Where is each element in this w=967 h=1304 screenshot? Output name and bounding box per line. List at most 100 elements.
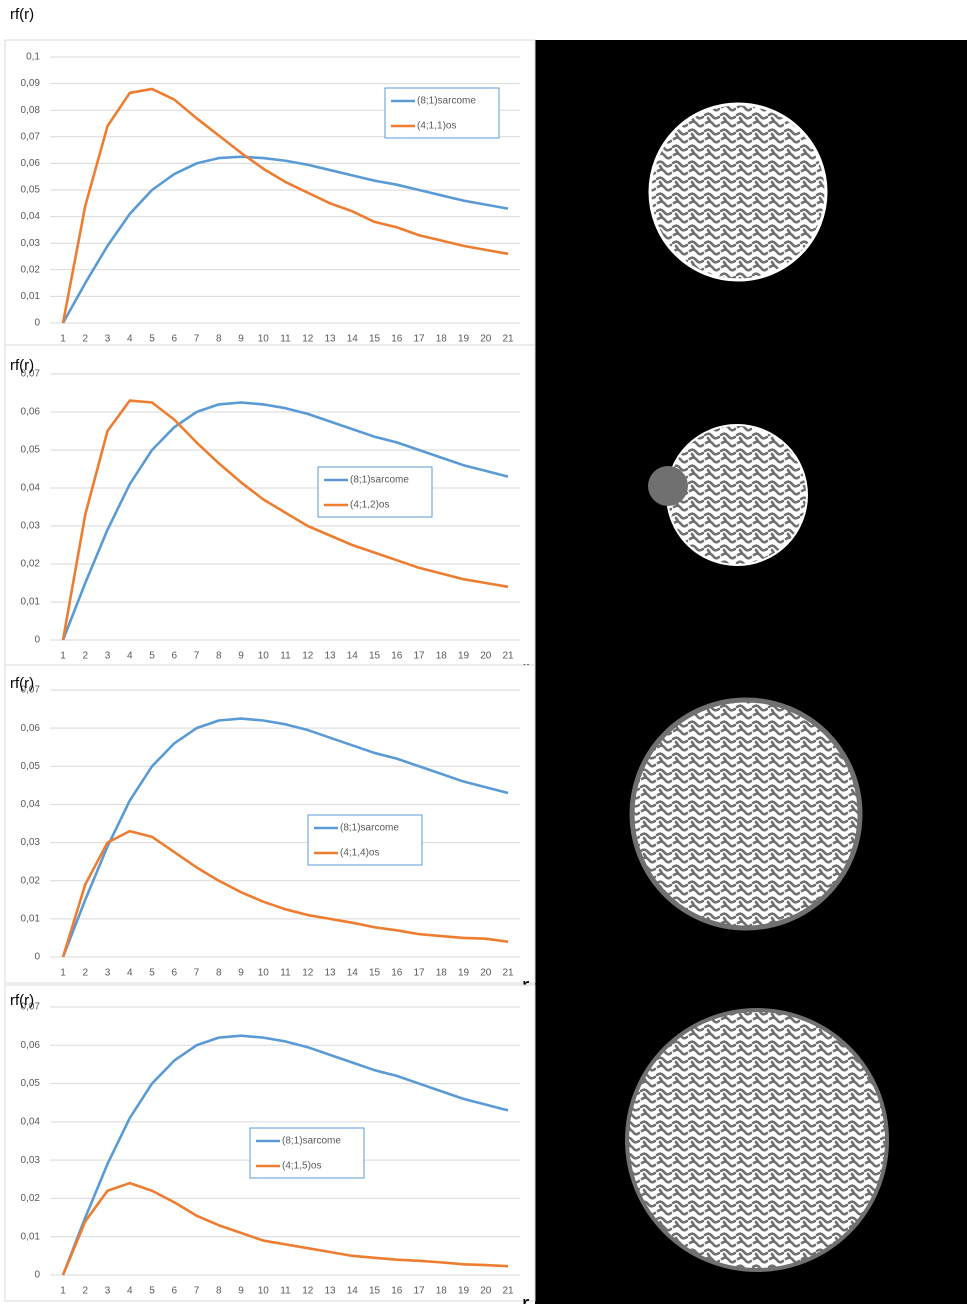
cell-image bbox=[666, 424, 808, 566]
x-tick-label: 7 bbox=[194, 651, 200, 662]
y-tick-label: 0 bbox=[34, 1270, 40, 1281]
y-tick-label: 0,03 bbox=[21, 1155, 41, 1166]
x-tick-label: 8 bbox=[216, 1286, 222, 1297]
chart-panel bbox=[4, 664, 536, 984]
x-tick-label: 14 bbox=[347, 1286, 359, 1297]
series-line bbox=[61, 1034, 509, 1276]
y-axis-label: rf(r) bbox=[10, 357, 34, 374]
series-line bbox=[61, 401, 509, 641]
x-tick-label: 2 bbox=[82, 1286, 88, 1297]
x-tick-label: 21 bbox=[502, 1286, 514, 1297]
x-tick-label: 3 bbox=[105, 968, 111, 979]
legend-box bbox=[384, 87, 500, 139]
series-line bbox=[61, 399, 509, 641]
x-tick-label: 15 bbox=[369, 1286, 381, 1297]
y-tick-label: 0,07 bbox=[21, 131, 41, 142]
legend-label: (4;1,1)os bbox=[417, 121, 456, 132]
x-tick-label: 2 bbox=[82, 651, 88, 662]
legend-label: (4;1,2)os bbox=[350, 500, 389, 511]
cell-image bbox=[629, 697, 863, 931]
y-tick-label: 0,03 bbox=[21, 238, 41, 249]
x-tick-label: 5 bbox=[149, 1286, 155, 1297]
x-tick-label: 11 bbox=[280, 1286, 291, 1297]
legend-label: (8;1)sarcome bbox=[350, 475, 409, 486]
x-tick-label: 13 bbox=[324, 334, 336, 345]
y-tick-label: 0,04 bbox=[21, 1116, 41, 1127]
x-tick-label: 11 bbox=[280, 968, 291, 979]
y-tick-label: 0,02 bbox=[21, 875, 41, 886]
y-tick-label: 0,03 bbox=[21, 521, 41, 532]
x-tick-label: 1 bbox=[60, 651, 66, 662]
x-tick-label: 20 bbox=[480, 334, 492, 345]
y-tick-label: 0 bbox=[34, 952, 40, 963]
x-tick-label: 20 bbox=[480, 968, 492, 979]
legend-label: (8;1)sarcome bbox=[417, 96, 476, 107]
x-tick-label: 4 bbox=[127, 968, 133, 979]
x-tick-label: 2 bbox=[82, 968, 88, 979]
y-tick-label: 0,02 bbox=[21, 264, 41, 275]
x-tick-label: 9 bbox=[238, 334, 244, 345]
y-axis-label: rf(r) bbox=[10, 6, 34, 23]
series-line bbox=[61, 155, 509, 324]
y-tick-label: 0,05 bbox=[21, 761, 41, 772]
x-tick-label: 7 bbox=[194, 1286, 200, 1297]
y-tick-label: 0,09 bbox=[21, 78, 41, 89]
x-tick-label: 5 bbox=[149, 968, 155, 979]
x-tick-label: 12 bbox=[302, 651, 314, 662]
x-tick-label: 20 bbox=[480, 1286, 492, 1297]
y-tick-label: 0,05 bbox=[21, 1078, 41, 1089]
x-tick-label: 8 bbox=[216, 968, 222, 979]
y-tick-label: 0,06 bbox=[21, 158, 41, 169]
x-tick-label: 16 bbox=[391, 968, 403, 979]
x-tick-label: 6 bbox=[171, 1286, 177, 1297]
x-tick-label: 21 bbox=[502, 968, 514, 979]
y-tick-label: 0,07 bbox=[21, 685, 41, 696]
x-tick-label: 14 bbox=[347, 651, 359, 662]
x-tick-label: 12 bbox=[302, 968, 314, 979]
x-tick-label: 7 bbox=[194, 334, 200, 345]
y-tick-label: 0,05 bbox=[21, 445, 41, 456]
x-tick-label: 4 bbox=[127, 1286, 133, 1297]
x-tick-label: 2 bbox=[82, 334, 88, 345]
x-tick-label: 16 bbox=[391, 1286, 403, 1297]
x-tick-label: 14 bbox=[347, 968, 359, 979]
x-tick-label: 9 bbox=[238, 1286, 244, 1297]
y-tick-label: 0,04 bbox=[21, 799, 41, 810]
legend-box bbox=[249, 1127, 365, 1179]
y-tick-label: 0,1 bbox=[26, 52, 40, 63]
x-tick-label: 7 bbox=[194, 968, 200, 979]
x-tick-label: 19 bbox=[458, 334, 470, 345]
x-tick-label: 4 bbox=[127, 651, 133, 662]
series-line bbox=[61, 717, 509, 958]
x-tick-label: 13 bbox=[324, 1286, 336, 1297]
y-tick-label: 0,03 bbox=[21, 837, 41, 848]
x-tick-label: 15 bbox=[369, 334, 381, 345]
x-tick-label: 18 bbox=[436, 651, 448, 662]
x-tick-label: 17 bbox=[413, 1286, 425, 1297]
legend-label: (4;1,4)os bbox=[340, 848, 379, 859]
y-tick-label: 0,02 bbox=[21, 1193, 41, 1204]
y-tick-label: 0,01 bbox=[21, 1231, 41, 1242]
y-tick-label: 0,01 bbox=[21, 291, 41, 302]
x-tick-label: 16 bbox=[391, 334, 403, 345]
x-tick-label: 18 bbox=[436, 968, 448, 979]
y-tick-label: 0,07 bbox=[21, 1002, 41, 1013]
y-tick-label: 0,05 bbox=[21, 185, 41, 196]
y-tick-label: 0,02 bbox=[21, 559, 41, 570]
x-tick-label: 8 bbox=[216, 651, 222, 662]
y-tick-label: 0,07 bbox=[21, 369, 41, 380]
x-tick-label: 12 bbox=[302, 1286, 314, 1297]
x-tick-label: 15 bbox=[369, 651, 381, 662]
x-tick-label: 6 bbox=[171, 968, 177, 979]
series-line bbox=[61, 1181, 509, 1276]
x-tick-label: 6 bbox=[171, 651, 177, 662]
legend-box bbox=[307, 814, 423, 866]
chart-panel bbox=[4, 344, 536, 667]
y-tick-label: 0,04 bbox=[21, 211, 41, 222]
x-tick-label: 18 bbox=[436, 334, 448, 345]
y-tick-label: 0,04 bbox=[21, 483, 41, 494]
legend-label: (8;1)sarcome bbox=[282, 1136, 341, 1147]
x-axis-label: r bbox=[522, 1291, 529, 1304]
cell-image bbox=[648, 102, 828, 282]
